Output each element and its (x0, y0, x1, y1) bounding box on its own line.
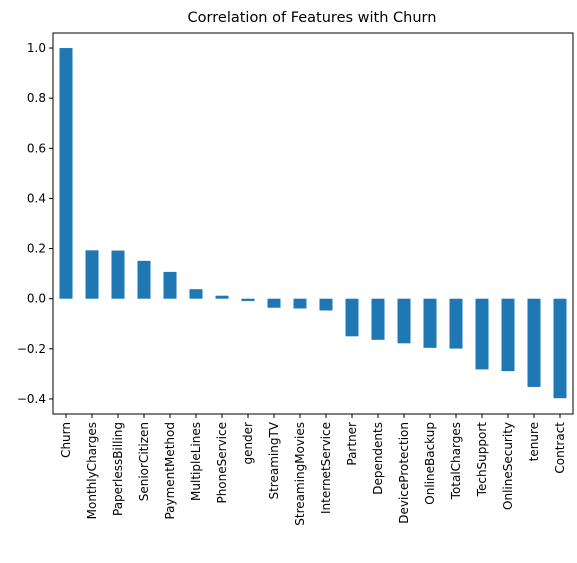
bars-layer (59, 48, 567, 399)
y-tick-label: −0.4 (17, 392, 46, 406)
bar-TechSupport (475, 298, 489, 370)
x-tick-label: StreamingMovies (293, 422, 307, 526)
plot-frame (52, 32, 574, 415)
x-tick-label: Churn (59, 422, 73, 458)
bar-Partner (345, 298, 359, 337)
x-tick-label: TechSupport (475, 422, 489, 498)
y-tick-label: 1.0 (27, 41, 46, 55)
y-tick-label: −0.2 (17, 342, 46, 356)
bar-OnlineSecurity (501, 298, 515, 372)
y-tick-label: 0.8 (27, 91, 46, 105)
x-tick-label: Partner (345, 422, 359, 466)
y-tick-label: 0.2 (27, 242, 46, 256)
x-tick-label: PaperlessBilling (111, 422, 125, 516)
bar-SeniorCitizen (137, 260, 151, 299)
x-tick-label: Dependents (371, 422, 385, 495)
x-tick-label: DeviceProtection (397, 422, 411, 524)
x-tick-label: tenure (527, 422, 541, 461)
bar-OnlineBackup (423, 298, 437, 348)
y-tick-label: 0.0 (27, 292, 46, 306)
x-tick-label: SeniorCitizen (137, 422, 151, 501)
y-tick-label: 0.4 (27, 191, 46, 205)
bar-MonthlyCharges (85, 250, 99, 299)
x-tick-label: OnlineBackup (423, 422, 437, 505)
chart-title: Correlation of Features with Churn (188, 10, 437, 26)
bar-PhoneService (215, 295, 229, 299)
bar-Dependents (371, 298, 385, 340)
bar-StreamingMovies (293, 298, 307, 309)
x-tick-label: StreamingTV (267, 421, 281, 499)
y-tick-label: 0.6 (27, 141, 46, 155)
x-tick-label: Contract (553, 422, 567, 474)
bar-StreamingTV (267, 298, 281, 308)
x-tick-label: MonthlyCharges (85, 422, 99, 519)
x-tick-label: OnlineSecurity (501, 422, 515, 510)
bar-PaperlessBilling (111, 250, 125, 299)
x-tick-label: PaymentMethod (163, 422, 177, 520)
bar-DeviceProtection (397, 298, 411, 344)
bar-Churn (59, 48, 73, 299)
x-tick-label: TotalCharges (449, 422, 463, 500)
x-tick-label: InternetService (319, 422, 333, 514)
x-tick-label: MultipleLines (189, 422, 203, 501)
x-tick-label: gender (241, 422, 255, 465)
bar-tenure (527, 298, 541, 387)
axes-layer: −0.4 −0.2 0.0 0.2 0.4 0.6 0.8 1.0 Churn MonthlyCh… (17, 32, 574, 526)
bar-MultipleLines (189, 289, 203, 299)
x-tick-label: PhoneService (215, 422, 229, 504)
bar-TotalCharges (449, 298, 463, 349)
bar-PaymentMethod (163, 271, 177, 299)
bar-gender (241, 298, 255, 301)
bar-Contract (553, 298, 567, 399)
bar-InternetService (319, 298, 333, 311)
